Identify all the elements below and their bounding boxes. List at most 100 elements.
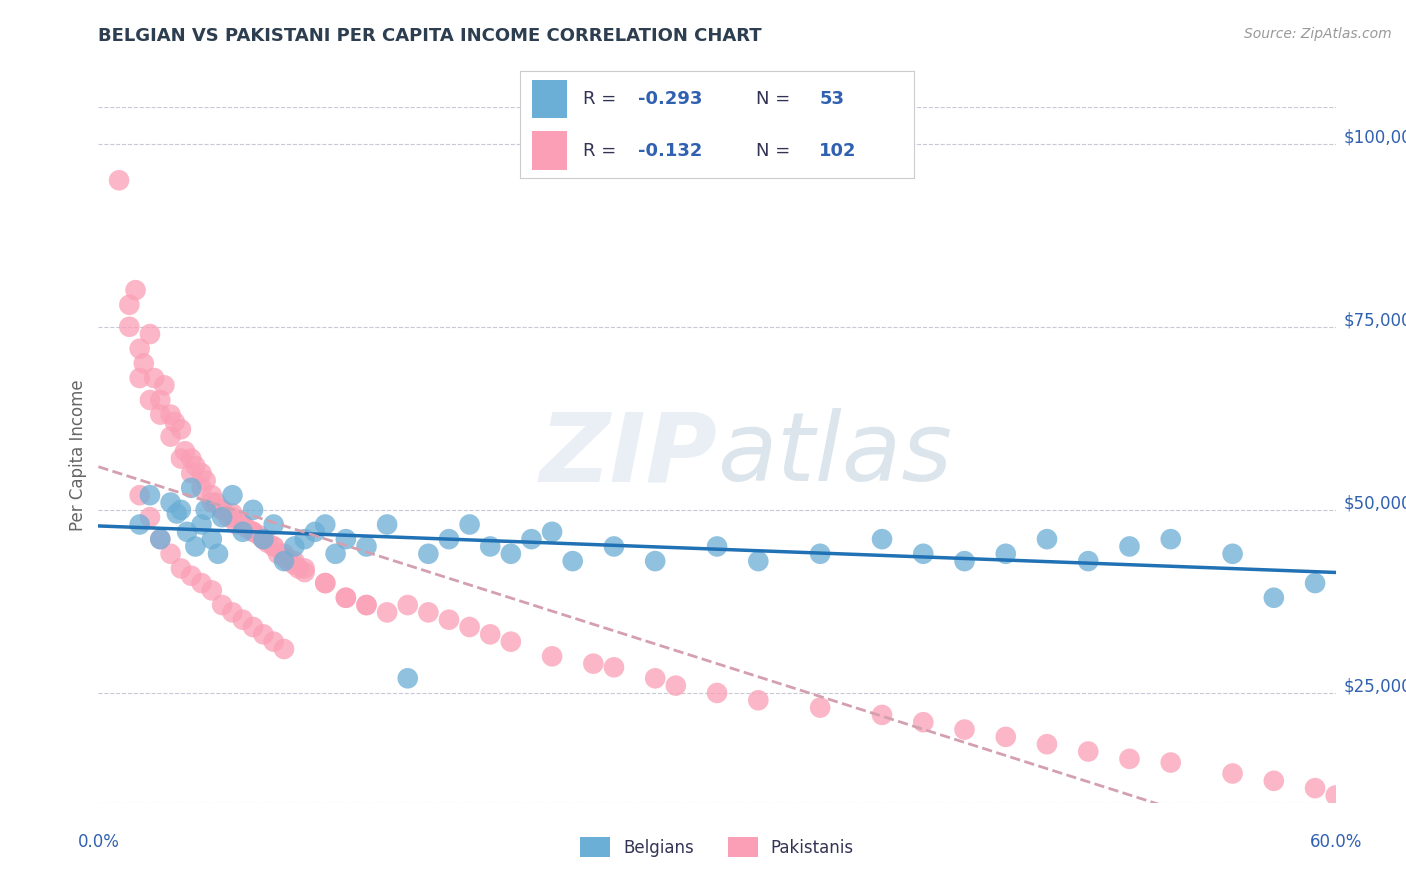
Point <box>190 517 212 532</box>
Point <box>194 474 217 488</box>
Point <box>304 524 326 539</box>
Point <box>1118 752 1140 766</box>
Point <box>217 510 239 524</box>
Point <box>170 451 193 466</box>
Point <box>437 532 460 546</box>
Point <box>1160 756 1182 770</box>
Point <box>201 532 224 546</box>
Point <box>603 660 626 674</box>
Text: -0.132: -0.132 <box>638 142 703 160</box>
Point <box>159 408 181 422</box>
Point <box>283 540 305 554</box>
Point <box>273 554 295 568</box>
Point <box>1324 789 1347 803</box>
Point <box>108 173 131 187</box>
Point <box>603 540 626 554</box>
FancyBboxPatch shape <box>531 80 568 119</box>
Text: Source: ZipAtlas.com: Source: ZipAtlas.com <box>1244 27 1392 41</box>
Point <box>247 528 270 542</box>
Point <box>139 327 162 342</box>
Point <box>128 371 150 385</box>
Point <box>994 547 1017 561</box>
Point <box>277 554 299 568</box>
Point <box>242 503 264 517</box>
Point <box>184 458 207 473</box>
Point <box>128 488 150 502</box>
Point <box>252 532 274 546</box>
Text: R =: R = <box>583 142 623 160</box>
Point <box>252 532 274 546</box>
Point <box>747 554 769 568</box>
Point <box>437 613 460 627</box>
Point <box>458 517 481 532</box>
Point <box>294 561 316 575</box>
Point <box>541 524 564 539</box>
Point <box>176 524 198 539</box>
Point <box>128 517 150 532</box>
Point <box>418 547 440 561</box>
Point <box>232 517 254 532</box>
Point <box>808 547 831 561</box>
Point <box>242 524 264 539</box>
Point <box>190 481 212 495</box>
Text: BELGIAN VS PAKISTANI PER CAPITA INCOME CORRELATION CHART: BELGIAN VS PAKISTANI PER CAPITA INCOME C… <box>98 27 762 45</box>
Text: $50,000: $50,000 <box>1344 495 1406 513</box>
Point <box>287 561 309 575</box>
Point <box>912 547 935 561</box>
Point <box>994 730 1017 744</box>
Point <box>252 627 274 641</box>
Point <box>747 693 769 707</box>
Point <box>180 467 202 481</box>
Point <box>499 547 522 561</box>
Point <box>396 671 419 685</box>
Point <box>499 634 522 648</box>
Point <box>356 598 378 612</box>
Text: $100,000: $100,000 <box>1344 128 1406 146</box>
Point <box>273 547 295 561</box>
Point <box>665 679 688 693</box>
Point <box>356 540 378 554</box>
Point <box>201 488 224 502</box>
Point <box>166 507 188 521</box>
Point <box>170 503 193 517</box>
Point <box>159 547 181 561</box>
Point <box>283 554 305 568</box>
Point <box>211 598 233 612</box>
Point <box>159 495 181 509</box>
Point <box>1303 781 1326 796</box>
Point <box>263 517 285 532</box>
Point <box>375 606 398 620</box>
Point <box>232 613 254 627</box>
Point <box>314 576 336 591</box>
Point <box>273 642 295 657</box>
Point <box>953 723 976 737</box>
Point <box>211 503 233 517</box>
Point <box>325 547 347 561</box>
Point <box>418 606 440 620</box>
Point <box>263 634 285 648</box>
Point <box>808 700 831 714</box>
Point <box>582 657 605 671</box>
Point <box>706 540 728 554</box>
Point <box>644 671 666 685</box>
Point <box>170 422 193 436</box>
Point <box>912 715 935 730</box>
Point <box>1160 532 1182 546</box>
Point <box>1222 547 1244 561</box>
Point <box>242 524 264 539</box>
Point <box>644 554 666 568</box>
Point <box>706 686 728 700</box>
Point <box>180 481 202 495</box>
Point <box>128 342 150 356</box>
Point <box>294 532 316 546</box>
Text: ZIP: ZIP <box>538 409 717 501</box>
Point <box>124 283 146 297</box>
Text: $75,000: $75,000 <box>1344 311 1406 329</box>
Text: N =: N = <box>756 142 796 160</box>
Text: -0.293: -0.293 <box>638 90 703 108</box>
Point <box>205 495 228 509</box>
Point <box>132 356 155 370</box>
Point <box>118 319 141 334</box>
Point <box>263 540 285 554</box>
Point <box>870 532 893 546</box>
